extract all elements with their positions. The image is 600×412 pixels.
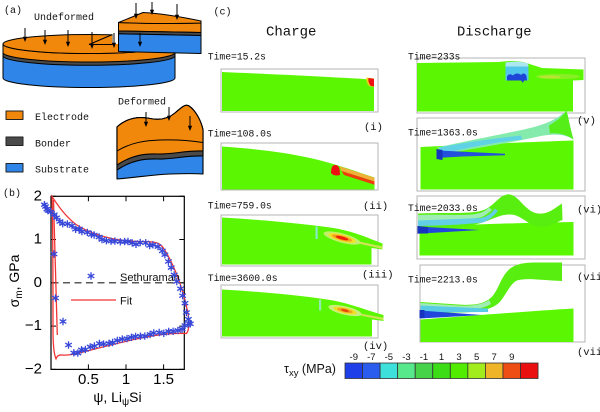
svg-text:Sethuraman: Sethuraman [120, 272, 180, 284]
svg-text:(b): (b) [3, 188, 21, 200]
svg-text:Charge: Charge [266, 25, 316, 41]
svg-text:τxy (MPa): τxy (MPa) [284, 362, 336, 379]
svg-text:3: 3 [456, 352, 461, 363]
svg-text:5: 5 [474, 352, 479, 363]
svg-text:1: 1 [439, 352, 444, 363]
svg-text:Substrate: Substrate [35, 165, 89, 177]
svg-text:(viii): (viii) [577, 347, 600, 359]
svg-text:Time=2033.0s: Time=2033.0s [408, 203, 478, 214]
svg-text:(iii): (iii) [362, 270, 394, 282]
svg-text:Time=1363.0s: Time=1363.0s [408, 128, 478, 139]
svg-text:1: 1 [122, 371, 130, 388]
svg-text:Fit: Fit [120, 296, 132, 308]
svg-text:Time=3600.0s: Time=3600.0s [208, 273, 278, 284]
svg-text:-1: -1 [420, 352, 428, 363]
svg-text:Time=15.2s: Time=15.2s [208, 52, 266, 63]
svg-text:Deformed: Deformed [118, 97, 166, 109]
svg-text:ψ, LiψSi: ψ, LiψSi [93, 389, 141, 408]
svg-text:9: 9 [509, 352, 514, 363]
svg-text:-9: -9 [350, 352, 358, 363]
svg-text:(c): (c) [214, 7, 232, 19]
svg-text:(i): (i) [364, 122, 383, 134]
svg-text:Undeformed: Undeformed [34, 12, 94, 24]
svg-text:(vi): (vi) [577, 205, 600, 217]
svg-text:1: 1 [34, 231, 42, 248]
svg-text:−2: −2 [25, 360, 42, 377]
svg-text:Time=2213.0s: Time=2213.0s [408, 275, 478, 286]
svg-text:Electrode: Electrode [35, 112, 89, 124]
svg-text:Time=233s: Time=233s [408, 52, 461, 63]
svg-text:(ii): (ii) [363, 201, 388, 213]
svg-text:Time=759.0s: Time=759.0s [208, 201, 272, 212]
svg-text:0.5: 0.5 [78, 371, 99, 388]
svg-text:2: 2 [34, 187, 42, 204]
svg-text:-3: -3 [402, 352, 410, 363]
svg-text:(v): (v) [577, 116, 596, 128]
svg-text:-5: -5 [385, 352, 393, 363]
svg-text:0: 0 [34, 274, 42, 291]
svg-text:Time=108.0s: Time=108.0s [208, 129, 272, 140]
svg-text:−1: −1 [25, 317, 42, 334]
svg-text:σm, GPa: σm, GPa [6, 254, 25, 307]
svg-text:Bonder: Bonder [35, 139, 71, 151]
svg-text:7: 7 [492, 352, 497, 363]
svg-text:-7: -7 [367, 352, 375, 363]
svg-text:(vii): (vii) [577, 272, 600, 284]
svg-text:(iv): (iv) [363, 341, 388, 353]
svg-text:(a): (a) [4, 5, 22, 17]
svg-text:Discharge: Discharge [457, 25, 532, 41]
svg-text:1.5: 1.5 [153, 371, 174, 388]
